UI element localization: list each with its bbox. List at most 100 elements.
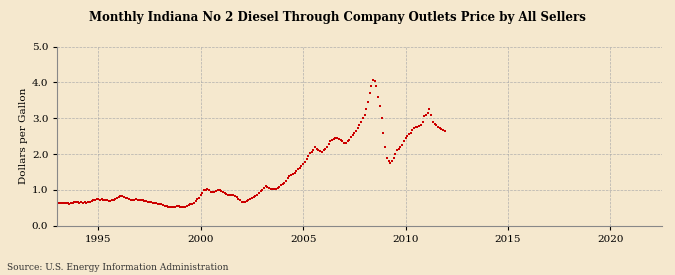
Point	[281, 179, 292, 183]
Point	[407, 128, 418, 132]
Point	[233, 196, 244, 201]
Point	[429, 121, 440, 126]
Point	[412, 125, 423, 130]
Point	[108, 197, 119, 202]
Point	[158, 203, 169, 207]
Point	[402, 134, 412, 138]
Point	[200, 188, 211, 192]
Point	[315, 149, 325, 153]
Point	[358, 116, 369, 120]
Point	[405, 130, 416, 135]
Point	[151, 201, 162, 205]
Point	[213, 188, 223, 192]
Point	[90, 197, 101, 202]
Point	[294, 165, 305, 170]
Point	[88, 198, 99, 203]
Point	[368, 78, 379, 82]
Point	[113, 195, 124, 199]
Point	[333, 137, 344, 141]
Point	[107, 198, 117, 203]
Point	[301, 157, 312, 161]
Point	[138, 198, 148, 203]
Point	[79, 200, 90, 204]
Point	[76, 200, 86, 204]
Point	[243, 198, 254, 203]
Point	[279, 180, 290, 185]
Point	[436, 127, 447, 131]
Point	[81, 200, 92, 205]
Point	[61, 201, 72, 205]
Point	[284, 174, 295, 178]
Point	[289, 170, 300, 175]
Point	[209, 190, 220, 194]
Point	[127, 198, 138, 202]
Point	[296, 164, 307, 168]
Point	[252, 192, 263, 197]
Point	[390, 152, 401, 156]
Point	[122, 196, 133, 200]
Point	[339, 141, 350, 145]
Point	[84, 200, 95, 204]
Point	[329, 137, 340, 141]
Point	[383, 159, 394, 163]
Point	[323, 142, 334, 146]
Point	[224, 193, 235, 197]
Point	[394, 146, 404, 151]
Point	[182, 204, 192, 208]
Point	[64, 202, 75, 206]
Point	[366, 84, 377, 88]
Point	[409, 126, 420, 130]
Point	[431, 123, 441, 128]
Point	[227, 193, 238, 197]
Point	[226, 192, 237, 197]
Point	[288, 172, 298, 176]
Point	[231, 195, 242, 199]
Point	[286, 172, 296, 177]
Point	[119, 195, 130, 199]
Point	[65, 201, 76, 205]
Point	[159, 204, 170, 208]
Point	[199, 188, 210, 193]
Point	[130, 197, 141, 202]
Point	[57, 201, 68, 205]
Point	[335, 138, 346, 143]
Point	[169, 204, 180, 209]
Point	[304, 151, 315, 155]
Point	[386, 159, 397, 163]
Point	[168, 204, 179, 209]
Point	[110, 196, 121, 201]
Point	[95, 197, 105, 202]
Point	[140, 199, 151, 204]
Point	[308, 148, 319, 153]
Point	[277, 182, 288, 186]
Point	[221, 192, 232, 197]
Point	[291, 169, 302, 173]
Point	[55, 201, 66, 205]
Point	[310, 145, 321, 149]
Point	[262, 185, 273, 189]
Point	[230, 194, 240, 198]
Point	[274, 185, 285, 189]
Text: Source: U.S. Energy Information Administration: Source: U.S. Energy Information Administ…	[7, 263, 228, 272]
Point	[250, 194, 261, 198]
Point	[165, 205, 176, 209]
Point	[59, 200, 70, 205]
Point	[91, 197, 102, 201]
Point	[392, 148, 402, 153]
Point	[74, 200, 85, 205]
Point	[275, 183, 286, 188]
Point	[434, 126, 445, 130]
Point	[303, 153, 314, 158]
Point	[202, 187, 213, 192]
Point	[71, 199, 82, 204]
Point	[439, 128, 450, 133]
Point	[248, 195, 259, 199]
Point	[97, 197, 107, 202]
Point	[105, 199, 115, 203]
Point	[175, 204, 186, 209]
Point	[337, 139, 348, 144]
Point	[100, 198, 111, 202]
Point	[298, 162, 308, 166]
Point	[320, 146, 331, 151]
Point	[156, 202, 167, 207]
